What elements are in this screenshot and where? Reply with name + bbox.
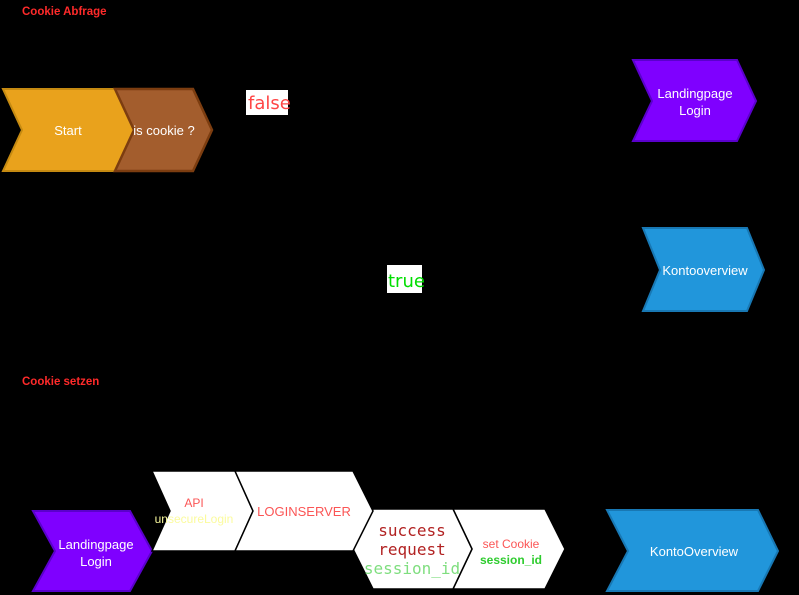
node-kontooverview-mid: Kontooverview <box>641 227 766 312</box>
start-node-label: Start <box>54 123 82 138</box>
success-label-line2: request <box>378 540 445 559</box>
node-landingpage-login-top: Landingpage Login <box>631 59 758 142</box>
kontooverview-bottom-label: KontoOverview <box>650 544 739 559</box>
node-success-request: success request session_id <box>352 508 473 590</box>
section-header-cookie-setzen: Cookie setzen <box>22 376 99 388</box>
false-label-bg <box>246 90 288 115</box>
set-cookie-label-line1: set Cookie <box>483 537 540 551</box>
true-label-text: true <box>388 271 425 292</box>
landingpage-bottom-label-line1: Landingpage <box>58 537 133 552</box>
landingpage-top-label-line2: Login <box>679 103 711 118</box>
branch-label-false: false <box>246 90 291 115</box>
branch-label-true: true <box>387 265 425 293</box>
node-is-cookie: is cookie ? <box>113 87 214 173</box>
node-landingpage-login-bottom: Landingpage Login <box>31 510 154 592</box>
kontooverview-mid-shape <box>641 227 766 312</box>
true-label-bg <box>387 265 422 293</box>
api-label-line1: API <box>184 496 203 510</box>
node-kontooverview-bottom: KontoOverview <box>605 509 780 592</box>
kontooverview-mid-label: Kontooverview <box>662 263 748 278</box>
false-label-text: false <box>248 93 291 114</box>
kontooverview-bottom-shape <box>605 509 780 592</box>
is-cookie-node-label: is cookie ? <box>133 123 194 138</box>
loginserver-shape <box>233 470 374 552</box>
success-label-line1: success <box>378 521 445 540</box>
node-set-cookie: set Cookie session_id <box>451 508 566 590</box>
landingpage-bottom-label-line2: Login <box>80 554 112 569</box>
set-cookie-label-line2: session_id <box>480 553 542 567</box>
loginserver-label: LOGINSERVER <box>257 504 351 519</box>
success-label-line3: session_id <box>364 559 460 578</box>
api-label-line2: unsecureLogin <box>155 512 234 526</box>
is-cookie-node-shape <box>113 87 214 173</box>
section-header-cookie-abfrage: Cookie Abfrage <box>22 6 107 18</box>
node-loginserver: LOGINSERVER <box>233 470 374 552</box>
landingpage-bottom-shape <box>31 510 154 592</box>
landingpage-top-shape <box>631 59 758 142</box>
node-start: Start <box>1 88 136 172</box>
landingpage-top-label-line1: Landingpage <box>657 86 732 101</box>
